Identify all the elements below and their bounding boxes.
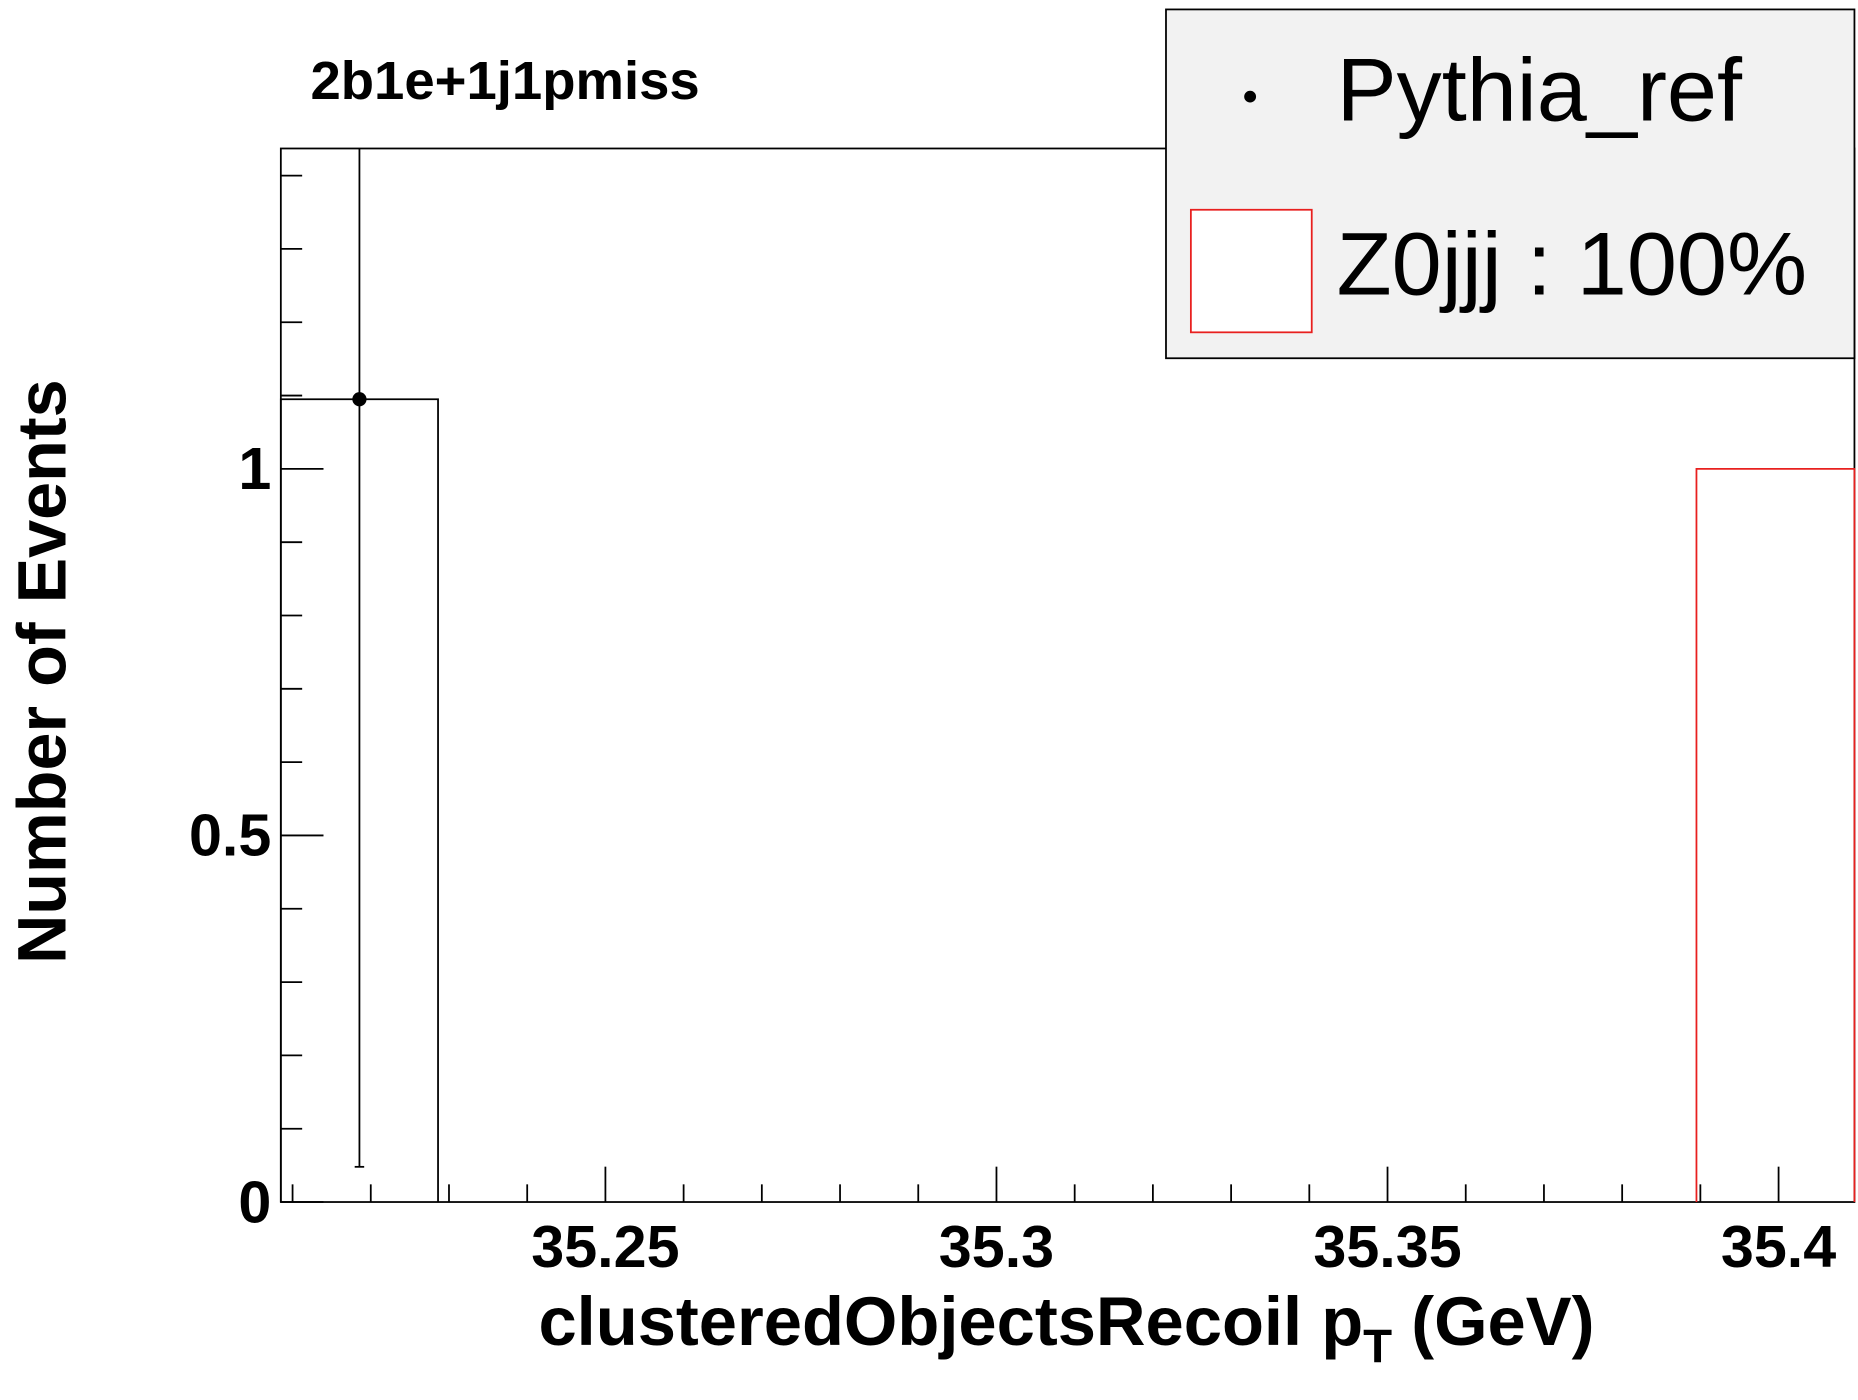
x-tick-label: 35.35 (1313, 1214, 1461, 1280)
x-label-sub: T (1363, 1321, 1392, 1374)
x-tick-label: 35.3 (939, 1214, 1054, 1280)
y-axis-label: Number of Events (3, 379, 80, 964)
histogram-bar (1695, 467, 1856, 1203)
x-label-end: (GeV) (1392, 1283, 1594, 1360)
y-tick-label: 0.5 (189, 803, 271, 869)
x-label-main: clusteredObjectsRecoil p (538, 1283, 1363, 1360)
x-tick-label: 35.4 (1721, 1214, 1836, 1280)
chart-title: 2b1e+1j1pmiss (310, 50, 699, 111)
x-axis-label: clusteredObjectsRecoil pT (GeV) (538, 1283, 1594, 1374)
legend-swatch (1189, 208, 1313, 334)
legend-label: Z0jjj : 100% (1337, 215, 1807, 315)
legend-marker (1244, 90, 1257, 103)
x-tick-label: 35.25 (531, 1214, 679, 1280)
data-point (352, 392, 367, 407)
y-tick-label: 1 (238, 436, 271, 502)
legend-label: Pythia_ref (1337, 41, 1743, 141)
y-tick-label: 0 (238, 1169, 271, 1235)
